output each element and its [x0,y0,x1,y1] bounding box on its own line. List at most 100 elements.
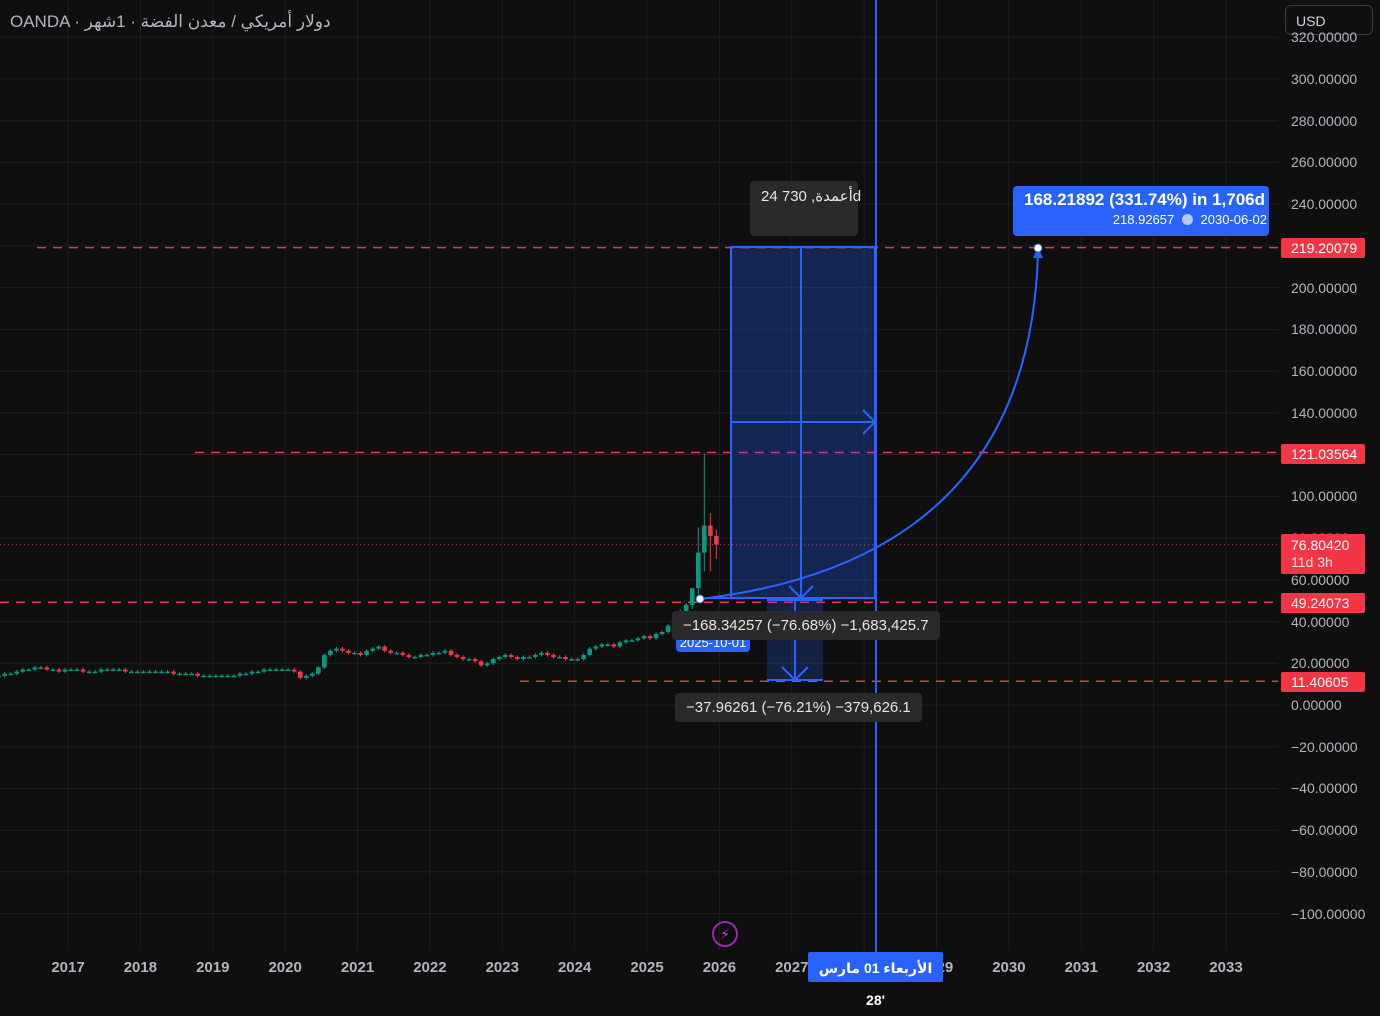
candle [219,675,225,678]
candle [533,654,538,658]
candle [653,634,659,639]
chart-canvas[interactable] [0,0,1380,986]
candle [297,671,303,678]
candle [261,669,267,672]
candle [647,636,653,639]
candle [364,650,369,655]
projection-date: 2030-06-02 [1200,212,1268,227]
candle [496,657,502,660]
candle [406,654,412,658]
candle [189,673,194,676]
candle [38,667,44,669]
candle [563,657,568,660]
candle [231,675,237,678]
candle [285,669,291,672]
price-tick: −40.00000 [1291,780,1358,797]
price-tick: 260.00000 [1291,154,1358,171]
candle [328,650,333,655]
time-tick: 2021 [340,959,375,976]
price-tick: 100.00000 [1291,488,1358,505]
projection-target: 218.92657 [1112,212,1175,227]
current-price-label: 76.80420 11d 3h [1281,534,1365,574]
candle [98,669,104,672]
candle [32,667,38,670]
price-tick: 40.00000 [1291,613,1350,630]
level-label: 49.24073 [1281,593,1365,613]
projection-change: 168.21892 (331.74%) in 1,706d [1024,190,1265,209]
candle [478,661,484,666]
drawings[interactable] [695,0,1043,952]
candle [683,604,689,612]
candle [623,640,629,643]
candle [370,648,375,651]
time-tick: 2018 [123,959,158,976]
candle [635,638,641,641]
price-tick: −100.00000 [1291,905,1366,922]
candle [159,671,164,674]
candle [291,669,297,672]
price-tick: 20.00000 [1291,655,1350,672]
candle [86,671,92,674]
candle [659,631,665,635]
price-tick: 180.00000 [1291,321,1358,338]
measure-label-2: −37.96261 (−76.21%) −379,626.1 [675,693,922,722]
measure-arrow-down-icon [781,666,809,682]
candle [316,667,321,674]
candle [129,671,134,674]
candle [334,648,339,651]
candle [430,652,436,655]
price-tick: 60.00000 [1291,571,1350,588]
bar-countdown: 11d 3h [1291,554,1333,570]
time-tick: 2030 [992,959,1026,976]
candle [171,671,176,674]
candle [56,669,62,672]
candle [545,652,550,655]
time-tick: 2027 [775,959,809,976]
currency-button[interactable]: USD [1285,5,1373,35]
candle [569,659,574,661]
candle [412,657,418,659]
candle [665,625,671,632]
candle [26,669,32,672]
candle [581,654,586,660]
candle [358,652,363,655]
candle [629,640,635,642]
level-lines [0,246,1278,682]
candle [123,669,128,672]
time-tick: 2023 [485,959,519,976]
candle [2,673,7,676]
candle [346,650,351,653]
symbol-title[interactable]: OANDA · دولار أمريكي / معدن الفضة · 1شهر [10,12,331,31]
candle [279,669,285,672]
candle [376,646,381,649]
grid [0,0,1278,950]
candle [460,657,466,660]
lightning-icon[interactable]: ⚡ [712,921,738,947]
projection-label: 168.21892 (331.74%) in 1,706d 218.92657 … [1013,186,1269,236]
candle [183,673,188,676]
price-tick: 140.00000 [1291,404,1358,421]
crosshair-time-label: الأربعاء 01 مارس '28 [808,952,943,1008]
candle [708,525,713,536]
candle [714,535,719,545]
price-tick: 300.00000 [1291,71,1358,87]
candle [153,671,158,674]
candle [599,644,605,647]
candle [418,654,424,658]
range-box-label: 24 أعمدة, 730d [750,181,861,236]
time-tick: 2032 [1136,959,1171,976]
projection-start-point[interactable] [695,594,705,604]
time-tick: 2031 [1064,959,1098,976]
candle [448,650,454,655]
projection-curve[interactable] [699,251,1039,600]
time-tick: 2022 [413,959,447,976]
time-tick: 2019 [196,959,230,976]
candle [551,654,556,658]
candle [243,673,249,676]
candle [322,654,327,668]
candle [44,667,50,670]
candle [394,652,400,655]
price-tick: −20.00000 [1291,738,1358,755]
candle [147,671,152,674]
projection-end-point[interactable] [1033,243,1043,253]
